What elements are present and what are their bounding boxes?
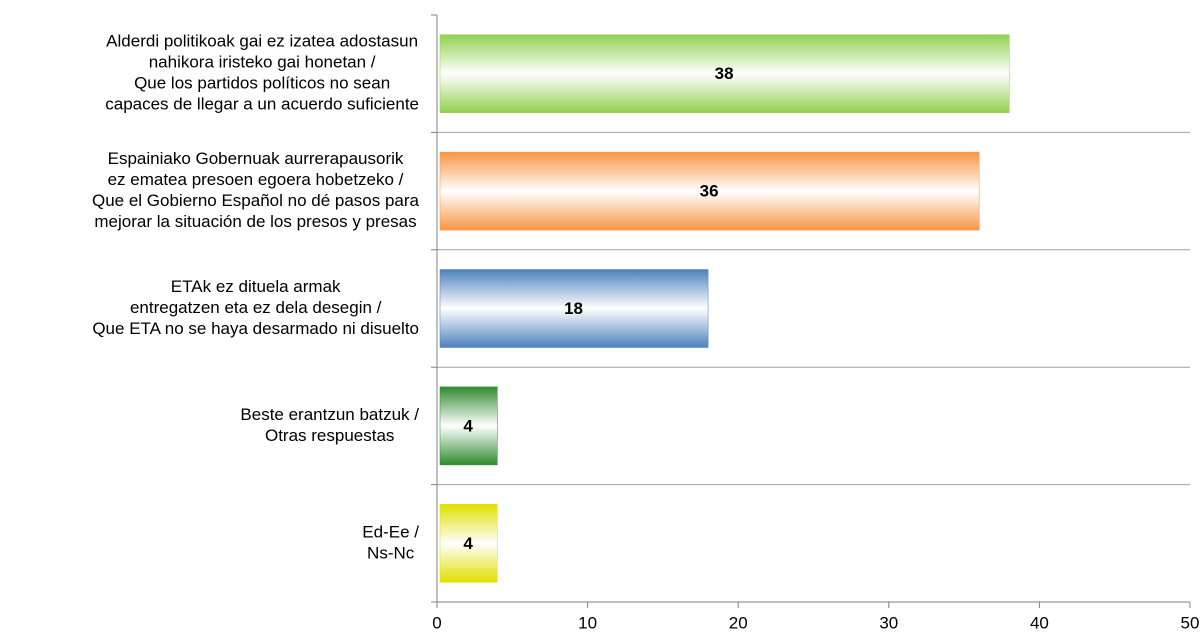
category-line: Otras respuestas <box>265 426 394 445</box>
category-label: Alderdi politikoak gai ez izatea adostas… <box>105 32 419 114</box>
category-label: ETAk ez dituela armak entregatzen eta ez … <box>92 277 419 338</box>
x-tick-label: 50 <box>1181 613 1200 632</box>
category-label: Beste erantzun batzuk / Otras respuestas <box>240 405 419 445</box>
category-line: Que ETA no se haya desarmado ni disuelto <box>92 319 419 338</box>
value-label: 4 <box>463 416 473 435</box>
category-line: mejorar la situación de los presos y pre… <box>94 212 416 231</box>
bar <box>439 151 980 231</box>
bar <box>439 269 709 348</box>
value-label: 36 <box>700 182 719 201</box>
category-line: capaces de llegar a un acuerdo suficient… <box>105 95 419 114</box>
x-tick-label: 0 <box>432 613 441 632</box>
category-line: nahikora iristeko gai honetan / <box>149 53 376 72</box>
category-line: Ed-Ee / <box>362 522 419 541</box>
category-line: Espainiako Gobernuak aurrerapausorik <box>108 149 404 168</box>
value-label: 4 <box>463 534 473 553</box>
x-tick-label: 20 <box>729 613 748 632</box>
category-line: Beste erantzun batzuk / <box>240 405 419 424</box>
value-label: 38 <box>715 64 734 83</box>
value-label: 18 <box>564 299 583 318</box>
x-tick-label: 30 <box>879 613 898 632</box>
category-line: Ns-Nc <box>367 543 415 562</box>
category-line: ETAk ez dituela armak <box>171 277 341 296</box>
category-line: Que el Gobierno Español no dé pasos para <box>92 191 420 210</box>
category-line: Que los partidos políticos no sean <box>134 74 390 93</box>
category-line: Alderdi politikoak gai ez izatea adostas… <box>106 32 418 51</box>
bar <box>439 34 1010 113</box>
x-tick-label: 10 <box>578 613 597 632</box>
bar <box>439 504 498 583</box>
category-line: ez ematea presoen egoera hobetzeko / <box>108 170 404 189</box>
x-tick-label: 40 <box>1030 613 1049 632</box>
category-line: entregatzen eta ez dela desegin / <box>130 298 382 317</box>
bar <box>439 386 498 466</box>
category-label: Ed-Ee / Ns-Nc <box>362 522 419 562</box>
category-label: Espainiako Gobernuak aurrerapausorik ez e… <box>92 149 420 231</box>
